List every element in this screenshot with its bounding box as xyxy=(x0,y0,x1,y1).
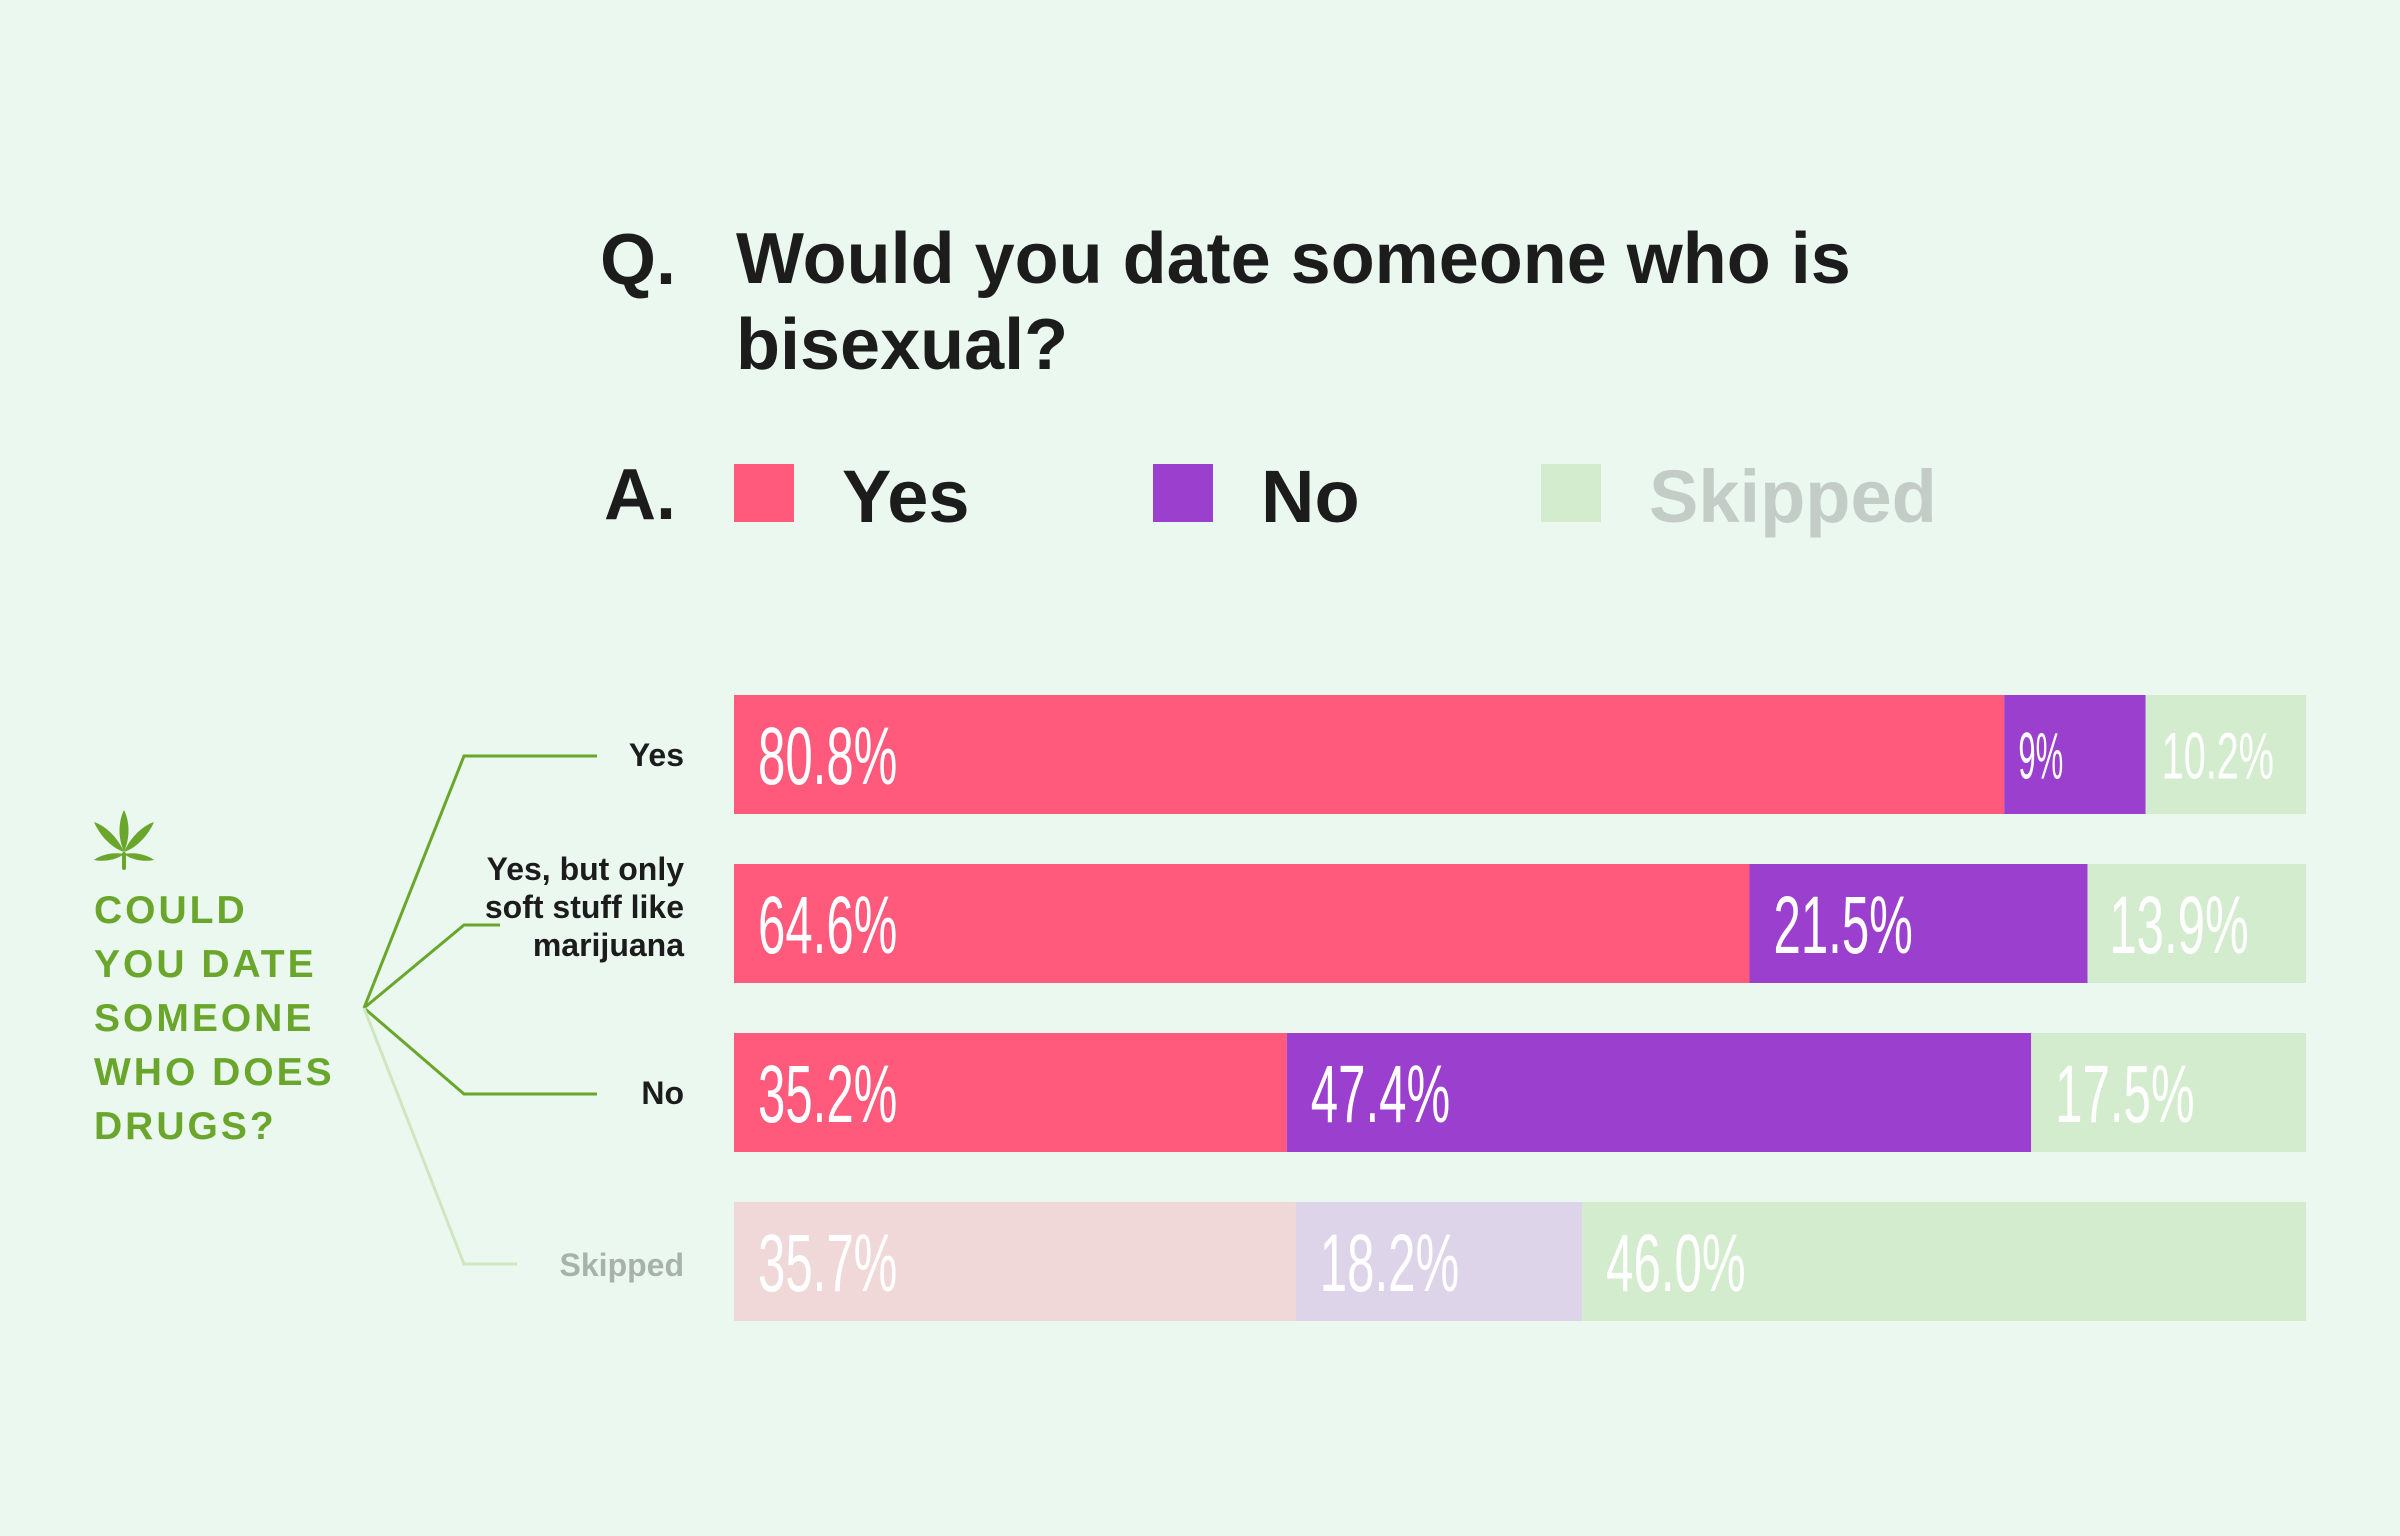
row-label-skipped: Skipped xyxy=(559,1247,684,1283)
bar-segment-no-skipped xyxy=(2031,1033,2306,1152)
legend-swatch-no xyxy=(1153,464,1213,522)
connector-line-yes xyxy=(362,754,597,1009)
data-label-skipped-yes: 35.7% xyxy=(758,1218,897,1309)
side-question-title: COULD YOU DATE SOMEONE WHO DOES DRUGS? xyxy=(94,889,335,1148)
bar-segment-soft-drugs-no xyxy=(1749,864,2088,983)
legend-label-skipped: Skipped xyxy=(1649,455,1937,538)
row-label-yes: Yes xyxy=(628,737,684,773)
legend-swatch-skipped xyxy=(1541,464,1601,522)
legend-label-no: No xyxy=(1261,455,1360,538)
data-label-skipped-skipped: 46.0% xyxy=(1606,1218,1745,1309)
question-text: Would you date someone who is bisexual? xyxy=(736,219,1851,385)
bar-segment-skipped-skipped xyxy=(1582,1202,2306,1321)
connector-line-skipped xyxy=(362,1007,517,1266)
data-label-soft-drugs-skipped: 13.9% xyxy=(2109,880,2248,971)
bar-segment-no-no xyxy=(1286,1033,2032,1152)
data-label-no-skipped: 17.5% xyxy=(2055,1049,2194,1140)
connector-line-soft xyxy=(363,923,500,1010)
data-label-yes-no: 9% xyxy=(2018,718,2063,792)
row-label-soft-drugs: Yes, but only soft stuff like marijuana xyxy=(484,851,684,963)
bar-segment-soft-drugs-yes xyxy=(734,864,1750,983)
bar-segment-no-yes xyxy=(734,1033,1287,1152)
connector-line-no xyxy=(363,1006,597,1096)
cannabis-leaf-icon xyxy=(94,810,154,870)
bar-segment-skipped-yes xyxy=(734,1202,1296,1321)
answer-marker: A. xyxy=(604,455,676,535)
data-label-soft-drugs-yes: 64.6% xyxy=(758,880,897,971)
legend-label-yes: Yes xyxy=(842,455,970,538)
legend-swatch-yes xyxy=(734,464,794,522)
data-label-yes-yes: 80.8% xyxy=(758,711,897,802)
bar-segment-yes-no xyxy=(2004,695,2146,814)
data-label-skipped-no: 18.2% xyxy=(1320,1218,1459,1309)
question-marker: Q. xyxy=(600,220,677,300)
data-label-yes-skipped: 10.2% xyxy=(2162,718,2274,792)
bar-segment-soft-drugs-skipped xyxy=(2087,864,2306,983)
bar-segment-yes-skipped xyxy=(2145,695,2306,814)
data-label-no-yes: 35.2% xyxy=(758,1049,897,1140)
bar-segment-yes-yes xyxy=(734,695,2005,814)
bar-segment-skipped-no xyxy=(1295,1202,1583,1321)
data-label-no-no: 47.4% xyxy=(1311,1049,1450,1140)
row-label-no: No xyxy=(641,1075,684,1111)
data-label-soft-drugs-no: 21.5% xyxy=(1774,880,1913,971)
